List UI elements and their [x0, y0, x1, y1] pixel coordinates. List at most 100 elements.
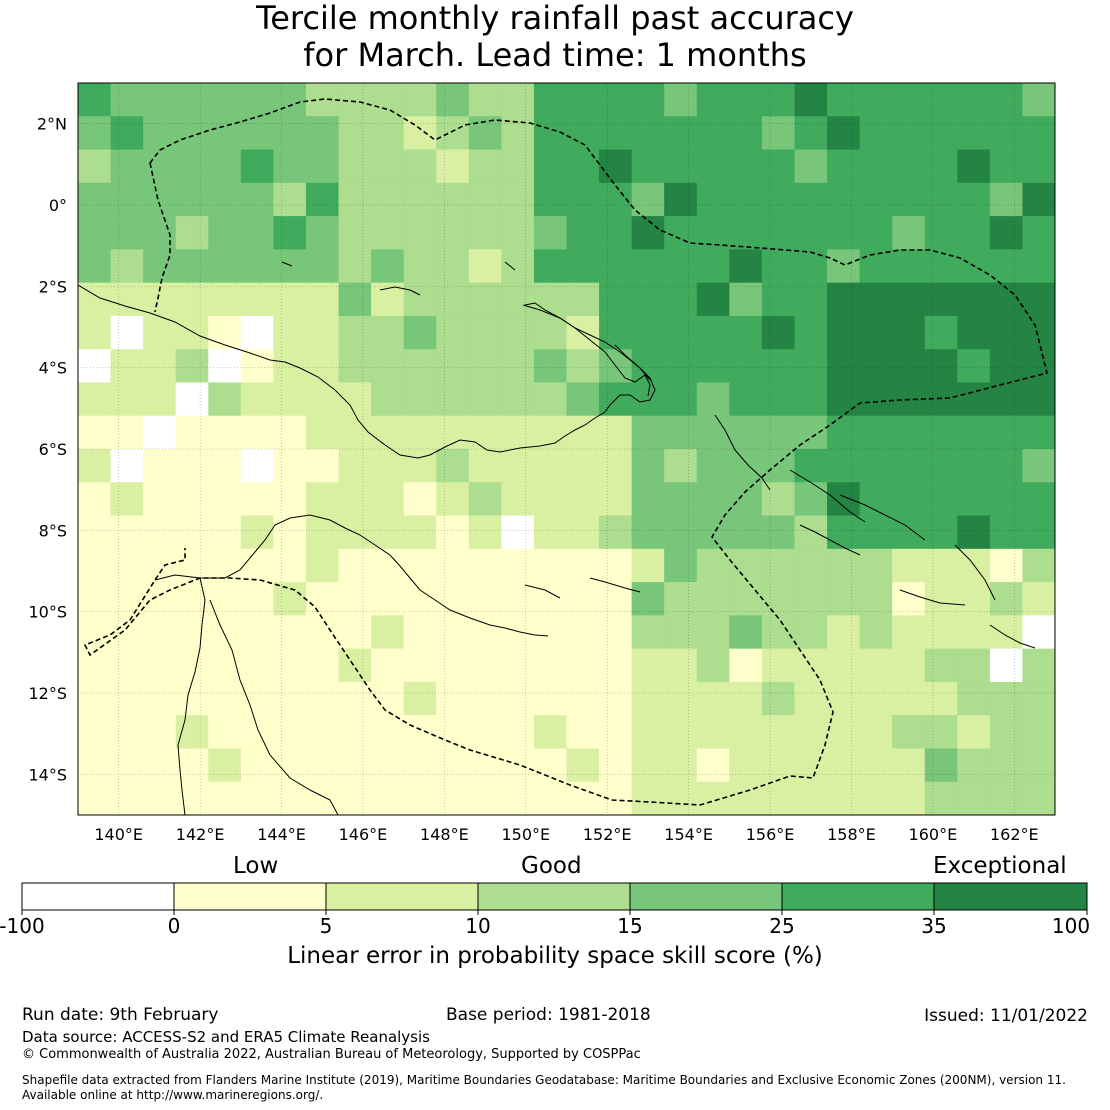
skill-cell	[371, 681, 405, 716]
skill-cell	[761, 349, 796, 384]
skill-cell	[240, 382, 274, 417]
skill-cell	[859, 249, 893, 284]
skill-cell	[664, 748, 698, 783]
skill-cell	[143, 615, 177, 650]
skill-cell	[566, 449, 600, 483]
coastlines	[78, 261, 1036, 815]
skill-cell	[859, 748, 893, 783]
longitude-label: 154°E	[664, 825, 713, 844]
colorbar-tick: -100	[0, 914, 45, 938]
skill-cell	[175, 515, 209, 550]
skill-cell	[696, 715, 730, 750]
skill-cell	[273, 548, 307, 583]
skill-cell	[794, 515, 828, 550]
skill-cell	[957, 582, 991, 616]
skill-cell	[566, 349, 600, 384]
skill-cell	[1022, 615, 1055, 650]
skill-cell	[924, 415, 958, 450]
skill-cell	[175, 182, 209, 217]
skill-cell	[403, 349, 437, 384]
skill-cell	[696, 249, 730, 284]
skill-cell	[1022, 715, 1055, 750]
skill-cell	[957, 382, 991, 417]
skill-cell	[566, 415, 600, 450]
skill-cell	[859, 781, 893, 815]
skill-cell	[859, 515, 893, 550]
skill-cell	[468, 548, 502, 583]
skill-cell	[924, 149, 958, 184]
skill-cell	[664, 249, 698, 284]
skill-cell	[566, 781, 600, 815]
skill-cell	[403, 216, 437, 250]
skill-cell	[175, 415, 209, 450]
skill-cell	[273, 482, 307, 517]
skill-cell	[631, 116, 665, 151]
skill-cell	[957, 748, 991, 783]
skill-cell	[599, 216, 633, 250]
skill-cell	[729, 249, 763, 284]
skill-cell	[599, 548, 633, 583]
skill-cell	[78, 249, 112, 284]
skill-cell	[436, 415, 470, 450]
skill-cell	[175, 382, 209, 417]
skill-cell	[1022, 315, 1055, 350]
skill-cell	[208, 582, 242, 616]
colorbar	[21, 882, 1088, 915]
skill-cell	[78, 116, 112, 151]
skill-cell	[110, 681, 144, 716]
skill-cell	[696, 83, 730, 117]
skill-cell	[664, 149, 698, 184]
longitude-label: 156°E	[746, 825, 795, 844]
new-ireland	[614, 344, 651, 381]
longitude-label: 160°E	[909, 825, 958, 844]
skill-cell	[273, 415, 307, 450]
skill-cell	[143, 548, 177, 583]
skill-cell	[436, 382, 470, 417]
graticule	[78, 83, 1055, 815]
skill-cell	[501, 615, 535, 650]
skill-cell	[143, 781, 177, 815]
skill-cell	[436, 781, 470, 815]
colorbar-tick: 15	[617, 914, 643, 938]
skill-cell	[436, 349, 470, 384]
skill-cell	[696, 182, 730, 217]
skill-cell	[631, 781, 665, 815]
skill-cell	[566, 282, 600, 317]
skill-cell	[696, 149, 730, 184]
skill-cell	[110, 315, 144, 350]
skill-cell	[794, 116, 828, 151]
skill-cell	[892, 83, 926, 117]
skill-cell	[729, 116, 763, 151]
skill-cell	[664, 515, 698, 550]
skill-cell	[957, 615, 991, 650]
skill-cell	[664, 548, 698, 583]
issued-date: Issued: 11/01/2022	[924, 1006, 1088, 1026]
skill-cell	[794, 249, 828, 284]
skill-cell	[436, 315, 470, 350]
skill-cell	[208, 715, 242, 750]
skill-cell	[110, 582, 144, 616]
skill-cell	[338, 548, 372, 583]
skill-cell	[305, 382, 340, 417]
skill-cell	[78, 748, 112, 783]
skill-cell	[78, 515, 112, 550]
skill-cell	[1022, 548, 1055, 583]
longitude-label: 152°E	[583, 825, 632, 844]
skill-cell	[729, 83, 763, 117]
skill-cell	[501, 548, 535, 583]
skill-cell	[371, 515, 405, 550]
shapefile-credit-line-2: Available online at http://www.marinereg…	[22, 1088, 324, 1102]
skill-cell	[989, 715, 1024, 750]
skill-cell	[403, 515, 437, 550]
skill-cell	[892, 282, 926, 317]
skill-cell	[436, 482, 470, 517]
skill-cell	[403, 83, 437, 117]
skill-cell	[305, 315, 340, 350]
skill-cell	[859, 681, 893, 716]
skill-cell	[664, 116, 698, 151]
skill-cell	[436, 515, 470, 550]
skill-cell	[501, 182, 535, 217]
latitude-label: 2°S	[39, 277, 67, 296]
skill-cell	[143, 249, 177, 284]
skill-cell	[696, 648, 730, 683]
